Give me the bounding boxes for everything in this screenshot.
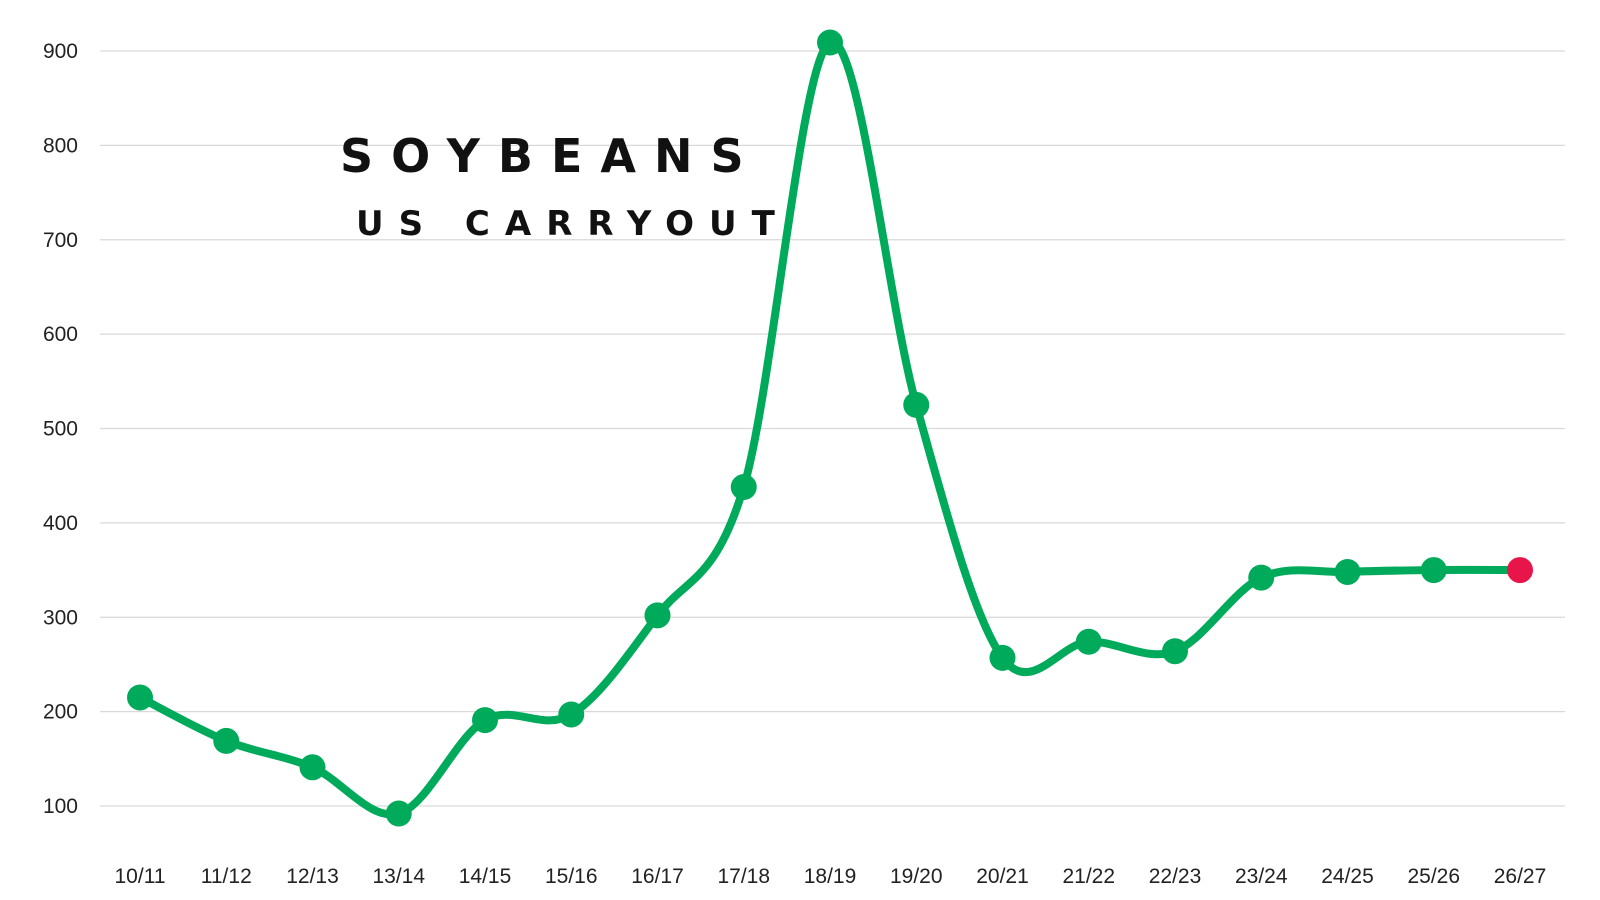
x-tick-label: 17/18 — [717, 865, 770, 888]
data-point — [1162, 638, 1188, 665]
y-tick-label: 800 — [43, 134, 78, 157]
x-tick-label: 26/27 — [1494, 865, 1547, 888]
y-tick-label: 600 — [43, 323, 78, 346]
data-point — [385, 800, 412, 827]
x-tick-label: 16/17 — [631, 865, 684, 888]
data-point — [989, 644, 1016, 671]
y-tick-label: 200 — [43, 701, 78, 724]
x-tick-label: 20/21 — [976, 865, 1029, 888]
x-tick-label: 21/22 — [1062, 865, 1115, 888]
data-point-highlight — [1507, 557, 1533, 584]
x-tick-label: 14/15 — [459, 865, 512, 888]
chart-subtitle: US CARRYOUT — [356, 204, 790, 244]
data-point — [903, 391, 930, 418]
y-tick-label: 300 — [43, 606, 78, 629]
grid-layer — [100, 50, 1565, 807]
x-tick-label: 19/20 — [890, 865, 943, 888]
y-tick-label: 500 — [43, 418, 78, 441]
data-point — [730, 474, 757, 501]
data-point — [1075, 628, 1102, 655]
x-tick-label: 13/14 — [372, 865, 425, 888]
data-point — [1334, 558, 1361, 585]
x-tick-label: 11/12 — [201, 865, 252, 888]
data-point — [1248, 564, 1275, 591]
data-point — [817, 29, 843, 56]
data-point — [472, 707, 498, 734]
data-point — [213, 727, 240, 754]
y-tick-label: 900 — [43, 40, 78, 63]
x-tick-label: 12/13 — [286, 865, 339, 888]
data-point — [1420, 557, 1447, 584]
x-axis-ticks: 10/11 11/12 12/13 13/14 14/15 15/16 16/17 17/18… — [115, 865, 1547, 888]
data-point — [644, 602, 671, 629]
chart-title: SOYBEANS — [340, 129, 762, 183]
data-point — [299, 754, 326, 781]
x-tick-label: 15/16 — [545, 865, 598, 888]
y-axis-ticks: 100 200 300 400 500 600 700 800 900 — [43, 40, 78, 818]
data-point — [558, 701, 585, 728]
x-tick-label: 22/23 — [1149, 865, 1202, 888]
y-tick-label: 700 — [43, 229, 78, 252]
x-tick-label: 10/11 — [115, 865, 166, 888]
x-tick-label: 25/26 — [1407, 865, 1460, 888]
x-tick-label: 24/25 — [1321, 865, 1374, 888]
data-point — [127, 684, 153, 711]
x-tick-label: 18/19 — [804, 865, 857, 888]
y-tick-label: 400 — [43, 512, 78, 535]
y-tick-label: 100 — [43, 795, 78, 818]
series-points-layer — [127, 29, 1533, 827]
x-tick-label: 23/24 — [1235, 865, 1288, 888]
